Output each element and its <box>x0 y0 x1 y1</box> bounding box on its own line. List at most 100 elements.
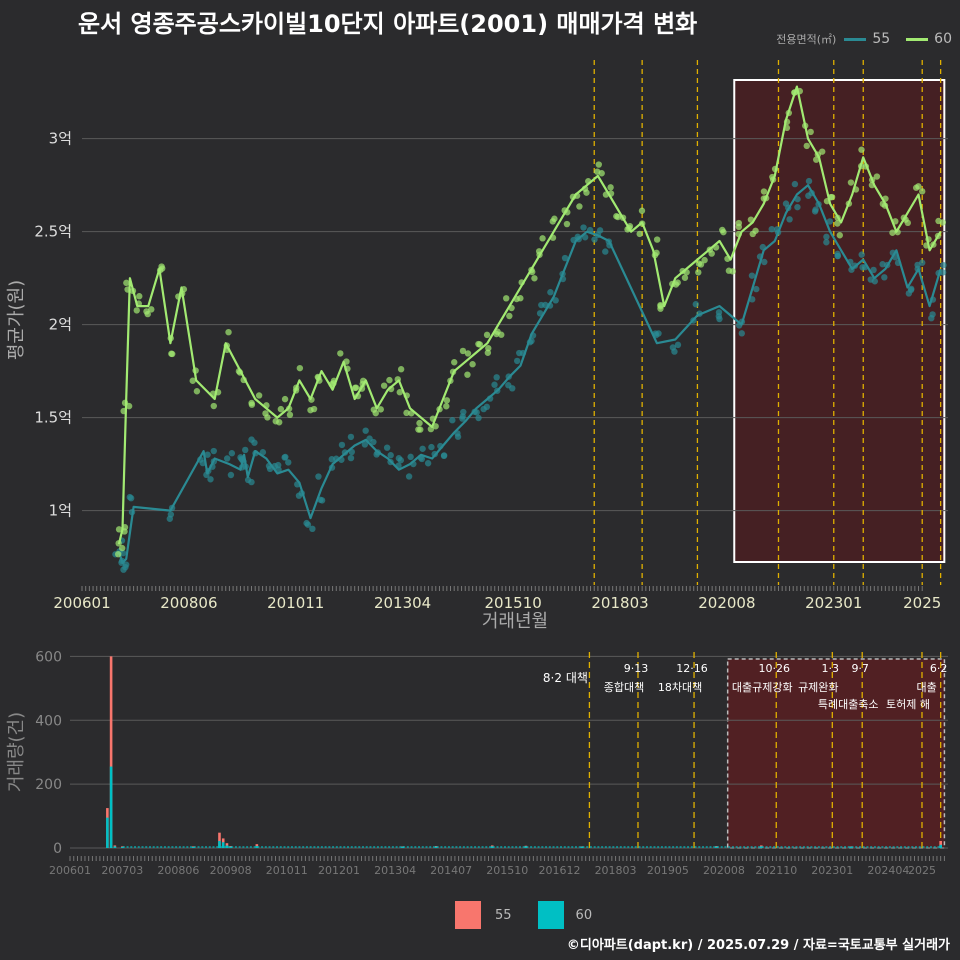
bar-baseline <box>253 846 256 848</box>
bar-baseline <box>922 846 925 848</box>
scatter-point-55 <box>387 452 394 459</box>
bar-baseline <box>937 846 940 848</box>
scatter-point-60 <box>351 384 359 392</box>
bar-baseline <box>279 846 282 848</box>
bar-baseline <box>698 846 701 848</box>
scatter-point-55 <box>210 447 217 455</box>
bar-baseline <box>892 846 895 848</box>
legend-bar-swatch-60 <box>537 901 564 929</box>
bar-baseline <box>317 846 320 848</box>
bar-baseline <box>496 846 499 848</box>
bar-baseline <box>619 846 622 848</box>
bar-baseline <box>313 846 316 848</box>
bar-baseline <box>160 846 163 848</box>
scatter-point-60 <box>189 377 196 384</box>
bar-baseline <box>432 846 435 848</box>
scatter-point-55 <box>285 459 292 466</box>
bar-baseline <box>672 846 675 848</box>
bar-baseline <box>141 846 144 848</box>
scatter-point-55 <box>753 285 760 293</box>
x-tick-label: 2025 <box>903 594 941 612</box>
x-tick-label: 200806 <box>160 594 217 612</box>
bar-baseline <box>746 846 749 848</box>
bar-60 <box>849 846 853 848</box>
bar-baseline <box>634 846 637 848</box>
scatter-point-60 <box>708 250 715 257</box>
bar-baseline <box>234 846 237 848</box>
bar-60 <box>229 846 232 848</box>
scatter-point-55 <box>561 254 569 262</box>
legend-label-60: 60 <box>934 31 952 47</box>
bar-baseline <box>582 846 585 848</box>
scatter-point-55 <box>596 227 604 234</box>
bar-baseline <box>604 846 607 848</box>
legend-swatch-55 <box>844 37 867 41</box>
scatter-point-55 <box>805 177 813 185</box>
scatter-point-55 <box>940 261 947 269</box>
bar-60 <box>524 846 528 848</box>
x-tick-label: 201510 <box>485 594 542 612</box>
bar-baseline <box>126 846 129 848</box>
bar-baseline <box>829 846 832 848</box>
bar-baseline <box>485 846 488 848</box>
legend-label-55: 55 <box>872 31 891 47</box>
scatter-point-55 <box>858 251 865 258</box>
bar-baseline <box>249 846 252 848</box>
bar-baseline <box>503 846 506 848</box>
bar-x-tick-label: 202404 <box>867 864 909 877</box>
bar-baseline <box>608 846 611 848</box>
scatter-point-60 <box>760 188 768 195</box>
bar-baseline <box>175 846 178 848</box>
bar-baseline <box>679 846 682 848</box>
scatter-point-55 <box>127 494 135 502</box>
scatter-point-55 <box>259 449 267 456</box>
bar-baseline <box>881 846 884 848</box>
bar-baseline <box>425 846 428 848</box>
bar-baseline <box>163 846 166 848</box>
bar-baseline <box>716 846 719 848</box>
scatter-point-60 <box>549 218 556 225</box>
scatter-point-55 <box>167 511 175 518</box>
x-tick-label: 200601 <box>53 594 110 612</box>
scatter-point-60 <box>397 366 405 373</box>
bar-baseline <box>459 846 462 848</box>
scatter-point-60 <box>483 331 491 339</box>
scatter-point-55 <box>338 441 346 449</box>
bar-x-tick-label: 201510 <box>486 864 528 877</box>
scatter-point-60 <box>752 227 759 234</box>
bar-baseline <box>481 846 484 848</box>
scatter-point-60 <box>506 312 513 320</box>
scatter-point-55 <box>602 248 609 255</box>
policy-label-title: 9·13 <box>624 662 649 675</box>
scatter-point-55 <box>383 444 391 451</box>
scatter-point-55 <box>347 433 355 441</box>
scatter-point-60 <box>939 219 947 226</box>
bar-baseline <box>911 846 914 848</box>
bar-60 <box>225 845 229 848</box>
bar-baseline <box>167 846 170 848</box>
bar-baseline <box>888 846 891 848</box>
bar-baseline <box>836 846 839 848</box>
bar-baseline <box>298 846 301 848</box>
scatter-point-60 <box>380 382 388 389</box>
bar-baseline <box>567 846 570 848</box>
bar-baseline <box>593 846 596 848</box>
scatter-point-60 <box>248 399 255 407</box>
scatter-point-60 <box>834 220 841 227</box>
bar-baseline <box>787 846 790 848</box>
bar-baseline <box>660 846 663 848</box>
scatter-point-60 <box>377 406 384 413</box>
bar-baseline <box>739 846 742 848</box>
scatter-point-60 <box>459 347 467 355</box>
bar-baseline <box>470 846 473 848</box>
x-tick-label: 201011 <box>267 594 324 612</box>
scatter-point-60 <box>281 395 289 403</box>
scatter-point-60 <box>403 409 410 417</box>
bar-baseline <box>171 846 174 848</box>
y-tick-label: 3억 <box>49 130 72 148</box>
scatter-point-55 <box>748 272 756 279</box>
bar-baseline <box>302 846 305 848</box>
scatter-point-55 <box>440 452 448 459</box>
bar-baseline <box>743 846 746 848</box>
bar-baseline <box>791 846 794 848</box>
